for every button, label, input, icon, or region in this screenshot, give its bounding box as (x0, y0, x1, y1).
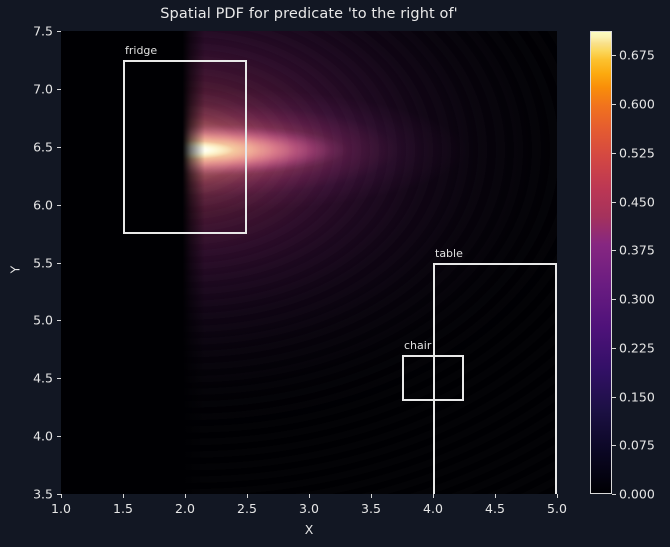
heatmap-plot-area[interactable]: fridge table chair (61, 31, 557, 494)
x-tick (495, 494, 496, 498)
y-tick (57, 204, 61, 206)
y-tick (57, 494, 61, 495)
object-box-fridge (123, 59, 247, 234)
y-tick-label: 7.5 (33, 23, 53, 39)
colorbar-tick-label: 0.000 (619, 486, 655, 502)
y-tick (57, 88, 61, 90)
y-tick-label: 7.0 (33, 81, 53, 97)
y-axis-label: Y (7, 265, 23, 274)
y-tick (57, 31, 61, 32)
y-tick (57, 146, 61, 148)
colorbar-tick (612, 250, 616, 252)
x-tick-label: 2.5 (237, 501, 257, 516)
x-tick-label: 4.0 (423, 501, 443, 516)
x-tick (557, 494, 558, 498)
colorbar-tick (612, 201, 616, 203)
colorbar-tick-label: 0.525 (619, 145, 655, 161)
y-tick-label: 6.5 (33, 139, 53, 155)
object-label-chair: chair (404, 339, 432, 353)
y-tick (57, 378, 61, 380)
colorbar-tick (612, 152, 616, 154)
colorbar-tick-label: 0.375 (619, 242, 655, 258)
object-box-chair (402, 355, 464, 402)
x-tick-label: 1.5 (113, 501, 133, 516)
y-tick (57, 262, 61, 264)
object-label-fridge: fridge (125, 43, 158, 57)
colorbar-tick-label: 0.150 (619, 389, 655, 405)
colorbar-tick (612, 445, 616, 447)
colorbar-tick-label: 0.450 (619, 194, 655, 210)
colorbar-tick (612, 299, 616, 301)
x-tick-label: 4.5 (485, 501, 505, 516)
x-tick (247, 494, 248, 498)
colorbar-tick (612, 104, 616, 106)
y-tick-label: 5.0 (33, 312, 53, 328)
x-tick-label: 3.5 (361, 501, 381, 516)
y-tick-label: 4.5 (33, 370, 53, 386)
x-tick-label: 3.0 (299, 501, 319, 516)
colorbar-tick-label: 0.300 (619, 291, 655, 307)
colorbar[interactable] (590, 31, 612, 494)
colorbar-tick (612, 396, 616, 398)
y-tick-label: 4.0 (33, 428, 53, 444)
colorbar-tick-label: 0.075 (619, 437, 655, 453)
object-label-table: table (435, 246, 463, 260)
colorbar-tick-label: 0.600 (619, 96, 655, 112)
x-tick-label: 1.0 (51, 501, 71, 516)
colorbar-tick (612, 347, 616, 349)
y-tick-label: 3.5 (33, 486, 53, 502)
x-tick (433, 494, 434, 498)
colorbar-tick (612, 494, 616, 495)
x-tick (61, 494, 62, 498)
colorbar-tick-label: 0.225 (619, 340, 655, 356)
x-tick-label: 2.0 (175, 501, 195, 516)
x-axis-label: X (304, 522, 314, 537)
y-tick-label: 6.0 (33, 197, 53, 213)
x-tick (185, 494, 186, 498)
y-tick (57, 436, 61, 438)
x-tick (123, 494, 124, 498)
colorbar-tick (612, 55, 616, 57)
x-tick-label: 5.0 (547, 501, 567, 516)
x-tick (371, 494, 372, 498)
page-title: Spatial PDF for predicate 'to the right … (160, 6, 458, 22)
y-tick-label: 5.5 (33, 255, 53, 270)
y-tick (57, 320, 61, 322)
object-box-table (433, 262, 557, 494)
colorbar-tick-label: 0.675 (619, 47, 655, 63)
x-tick (309, 494, 310, 498)
